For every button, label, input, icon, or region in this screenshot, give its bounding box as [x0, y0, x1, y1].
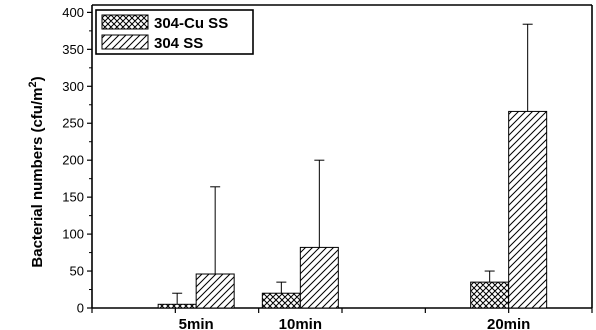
y-tick-label: 400 [62, 5, 84, 20]
x-tick-label-20min: 20min [487, 316, 530, 330]
bar-304-ss-5min [195, 273, 235, 309]
legend: 304-Cu SS 304 SS [95, 9, 254, 55]
y-tick-label: 50 [70, 264, 84, 279]
y-tick-label: 250 [62, 116, 84, 131]
bar-304-ss-10min [299, 246, 339, 309]
y-axis-label-close: ) [29, 76, 46, 81]
legend-swatch-304-ss [101, 34, 149, 50]
y-tick-label: 300 [62, 79, 84, 94]
legend-label-304-ss: 304 SS [154, 35, 203, 52]
y-axis-label-superscript: 2 [27, 81, 39, 87]
bar-304-cu-ss-20min [470, 281, 510, 309]
bar-304-cu-ss-5min [157, 303, 197, 309]
y-axis-label: Bacterial numbers (cfu/m2) [27, 76, 46, 267]
y-tick-label: 150 [62, 190, 84, 205]
y-axis-label-main: Bacterial numbers (cfu/m [29, 88, 46, 268]
x-tick-label-5min: 5min [179, 316, 214, 330]
y-tick-label: 350 [62, 42, 84, 57]
bar-304-cu-ss-10min [261, 292, 301, 309]
legend-swatch-304-cu-ss [101, 14, 149, 30]
x-tick-label-10min: 10min [279, 316, 322, 330]
plot-area: 0 50 100 150 200 250 300 350 400 5min 10min 20min [62, 4, 593, 330]
y-tick-label: 200 [62, 153, 84, 168]
legend-label-304-cu-ss: 304-Cu SS [154, 15, 228, 32]
y-tick-label: 0 [77, 301, 84, 316]
y-tick-label: 100 [62, 227, 84, 242]
bar-304-ss-20min [508, 110, 548, 309]
